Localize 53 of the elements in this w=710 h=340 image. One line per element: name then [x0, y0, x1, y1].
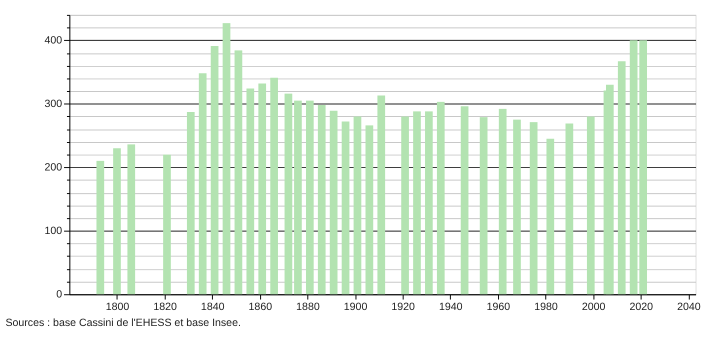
bar: [198, 73, 207, 294]
bar: [330, 110, 338, 294]
x-tick-label: 1880: [296, 301, 320, 314]
x-tick-label: 1980: [534, 301, 558, 314]
bar: [163, 154, 171, 294]
bar: [306, 100, 314, 294]
x-tick-label: 1920: [391, 301, 416, 314]
x-tick-label: 1940: [439, 301, 463, 314]
bar: [342, 122, 350, 294]
bar: [366, 125, 374, 294]
bar: [498, 108, 507, 294]
bar: [630, 40, 638, 294]
bar: [618, 61, 626, 294]
x-tick-label: 2020: [629, 301, 654, 314]
y-tick-label: 300: [44, 98, 62, 110]
bar: [354, 116, 362, 294]
x-tick-label: 1960: [486, 301, 510, 314]
bar: [639, 40, 648, 294]
bar: [246, 88, 254, 294]
y-tick-label: 0: [56, 288, 62, 301]
bar: [401, 116, 409, 294]
bar: [436, 102, 445, 294]
bar: [480, 117, 488, 294]
bar: [413, 111, 421, 294]
x-tick-label: 1860: [248, 301, 272, 314]
bar: [210, 46, 218, 294]
y-tick-label: 400: [44, 34, 62, 47]
bar: [460, 106, 468, 294]
x-tick-label: 1840: [200, 301, 225, 314]
x-tick-label: 1800: [106, 301, 130, 314]
bar: [513, 120, 521, 294]
bar: [566, 123, 574, 294]
bar: [113, 148, 121, 294]
x-tick-label: 1820: [153, 301, 177, 314]
bar: [318, 105, 326, 294]
bar: [530, 122, 538, 294]
bar: [270, 78, 278, 294]
source-note: Sources : base Cassini de l'EHESS et base Insee.: [5, 317, 241, 330]
x-tick-label: 2000: [582, 301, 606, 314]
bar: [258, 83, 266, 294]
y-tick-label: 100: [44, 225, 62, 238]
bar: [377, 96, 386, 294]
bar: [222, 23, 230, 294]
bar: [586, 116, 595, 294]
bar: [186, 112, 195, 294]
x-tick-label: 1900: [344, 301, 368, 314]
y-tick-label: 200: [44, 162, 62, 174]
bar: [96, 160, 104, 294]
bar: [425, 111, 433, 294]
bar: [234, 50, 242, 294]
bar: [127, 144, 136, 294]
x-tick-label: 2040: [677, 301, 701, 314]
bar: [546, 138, 554, 294]
